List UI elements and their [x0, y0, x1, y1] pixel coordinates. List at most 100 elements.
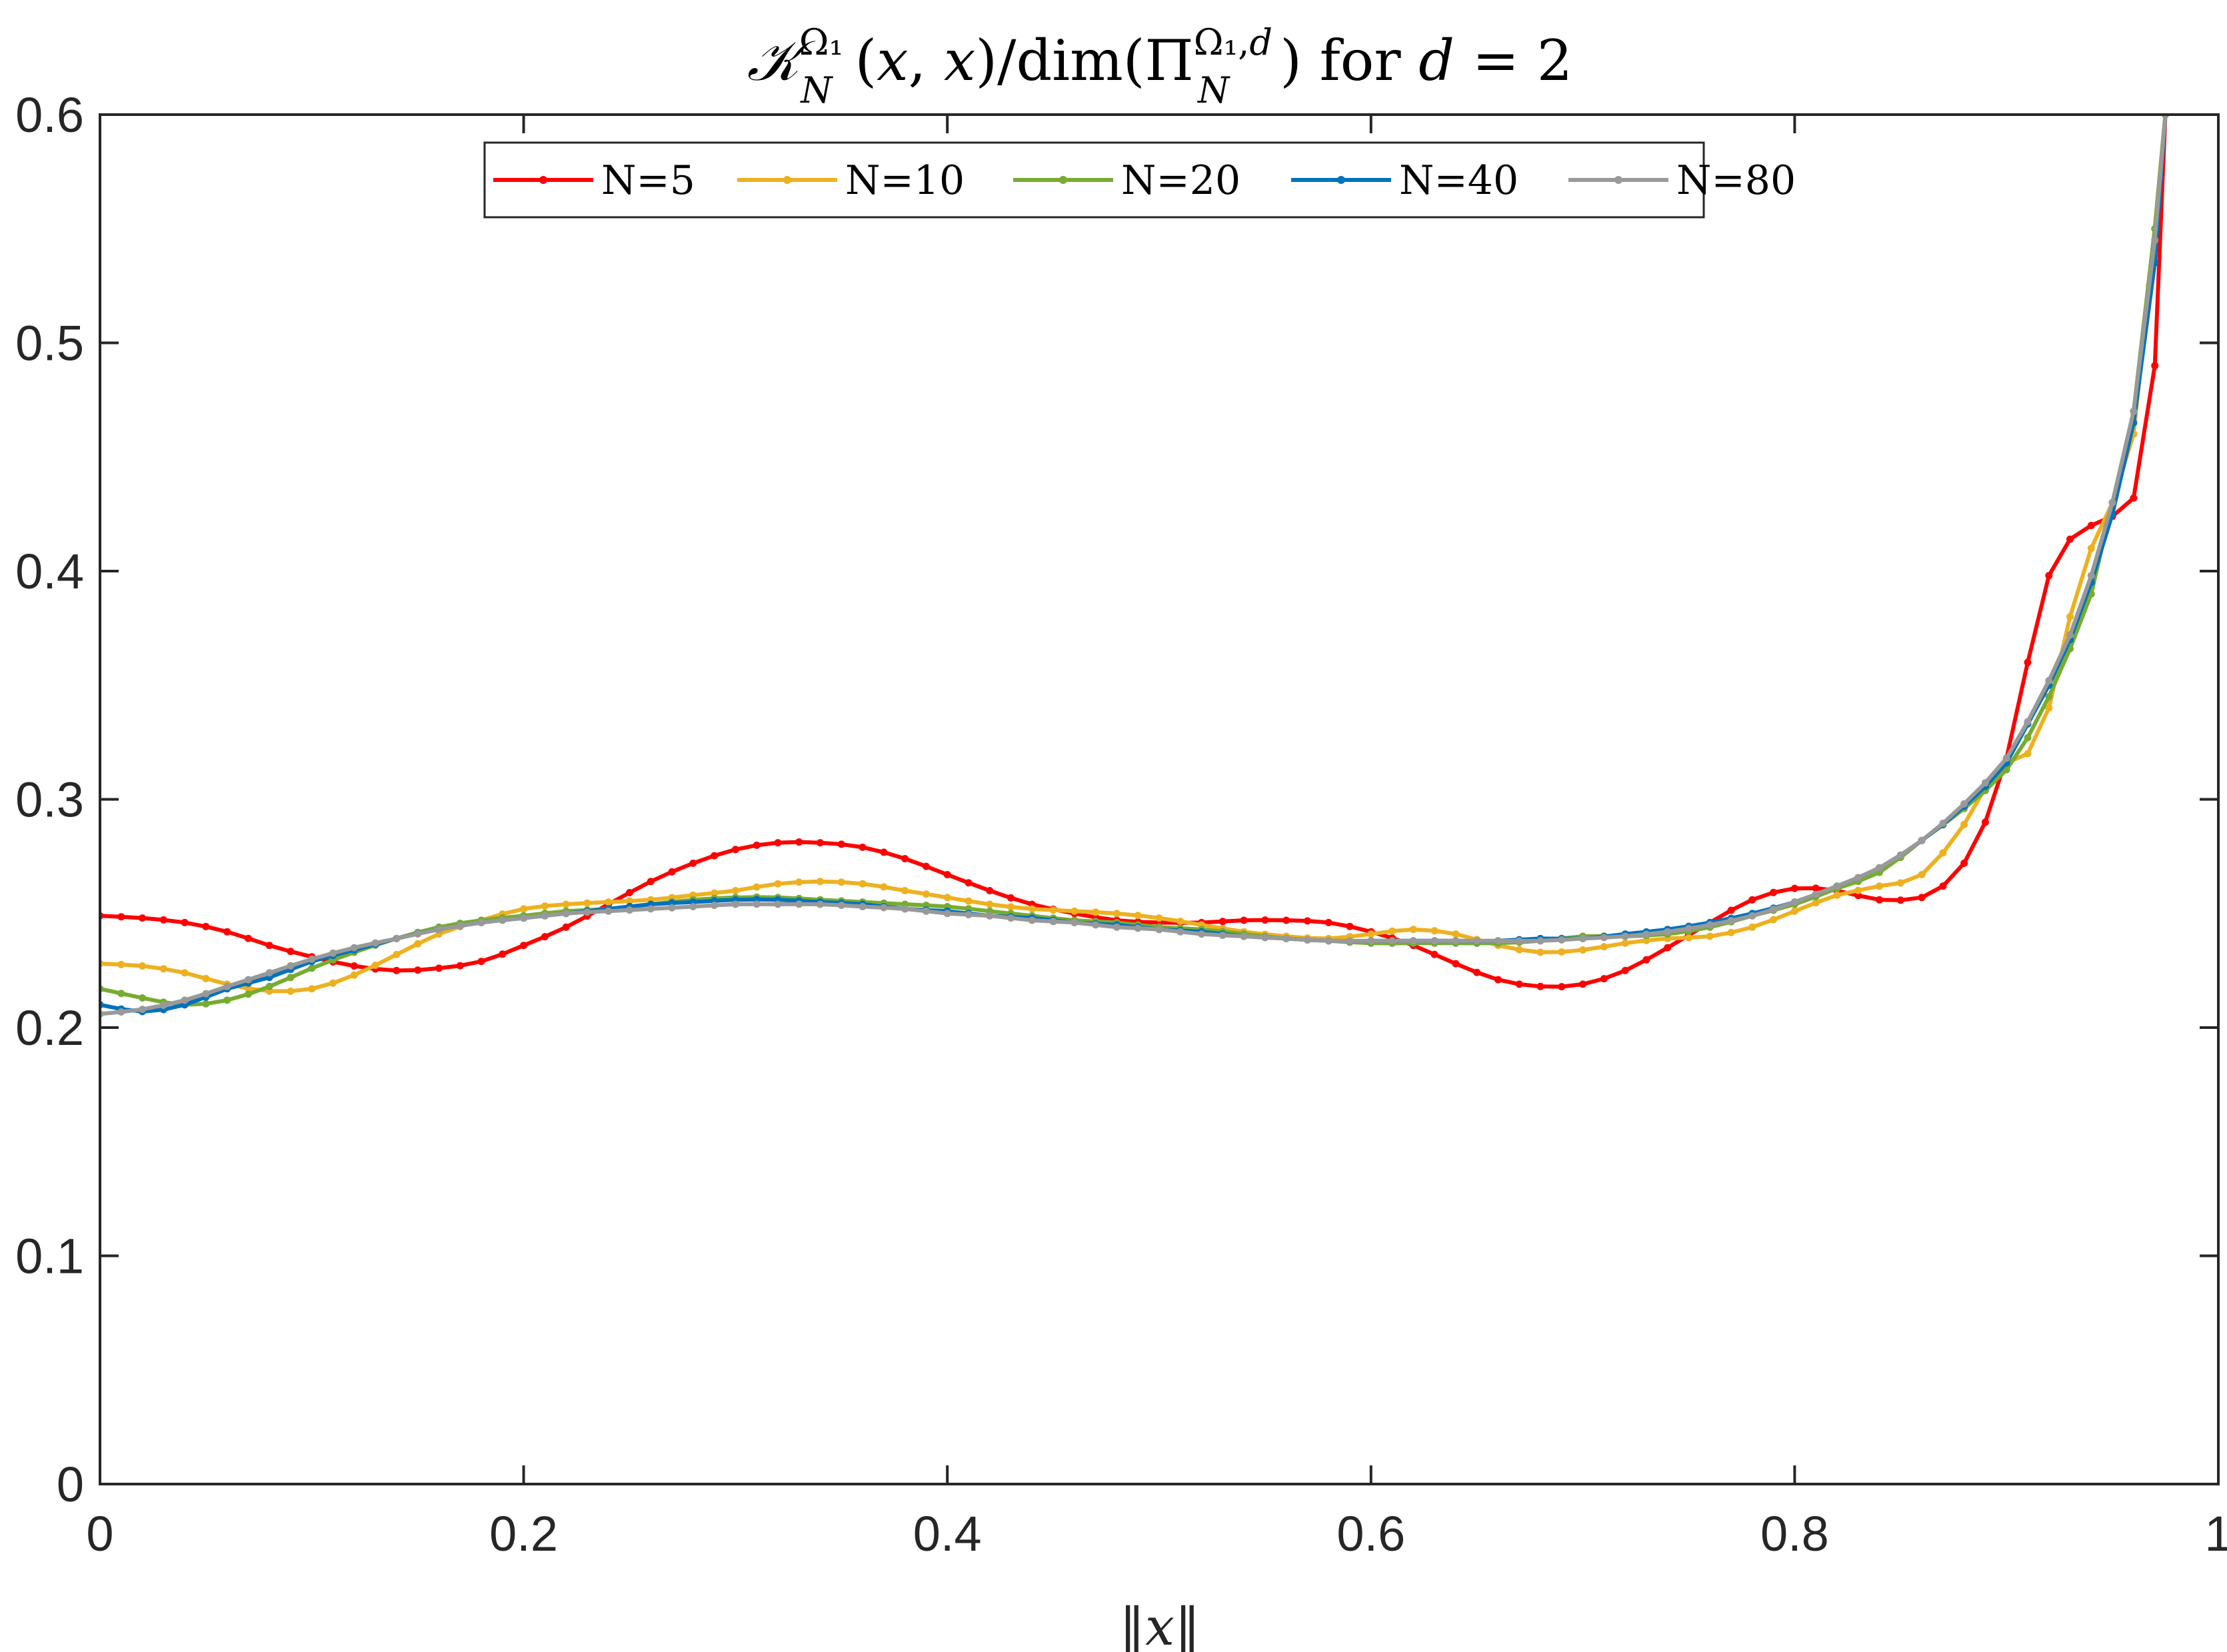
series-point: [1028, 916, 1036, 924]
title-div: )/dim(Π: [975, 28, 1193, 93]
series-point: [1706, 932, 1714, 940]
series-point: [1727, 917, 1735, 925]
series-point: [1155, 926, 1163, 934]
series-point: [1007, 894, 1015, 902]
series-point: [202, 974, 210, 982]
series-point: [1876, 882, 1883, 890]
series-point: [1600, 975, 1608, 983]
title-pi-super: Ω₁,: [1194, 21, 1250, 63]
series-point: [1981, 818, 1989, 826]
series-point: [1515, 980, 1523, 988]
series-point: [2066, 613, 2074, 620]
series-point: [1642, 930, 1650, 938]
title-x2: x: [944, 28, 975, 93]
series-point: [1536, 948, 1544, 956]
series-point: [731, 900, 739, 908]
x-tick-label: 0.2: [489, 1506, 558, 1561]
series-point: [1388, 927, 1396, 935]
series-point: [435, 926, 443, 934]
series-point: [753, 841, 761, 849]
series-point: [837, 840, 845, 848]
series-point: [2045, 704, 2053, 712]
series-point: [1409, 926, 1417, 934]
legend-label: N=20: [1121, 157, 1240, 204]
series-point: [1981, 779, 1989, 787]
series-point: [1727, 906, 1735, 914]
series-point: [2045, 676, 2053, 684]
series-point: [2024, 718, 2032, 726]
series-point: [901, 887, 909, 894]
series-point: [1261, 934, 1269, 942]
series-point: [520, 942, 528, 950]
series-point: [2024, 658, 2032, 666]
series-point: [2066, 631, 2074, 639]
series-point: [562, 910, 570, 918]
series-point: [1304, 917, 1311, 925]
series-point: [1155, 914, 1163, 922]
series-point: [245, 976, 252, 984]
series-point: [689, 903, 697, 910]
series-point: [477, 958, 485, 966]
series-point: [245, 990, 252, 998]
legend-entry: N=10: [737, 157, 965, 204]
series-point: [1176, 928, 1184, 936]
series-point: [414, 940, 422, 948]
series-point: [371, 939, 379, 947]
series-point: [308, 964, 316, 972]
legend-label: N=40: [1399, 157, 1518, 204]
series-point: [2002, 754, 2010, 762]
series-point: [1918, 894, 1926, 902]
legend-marker: [1614, 176, 1622, 184]
series-point: [986, 912, 994, 920]
series-point: [1346, 937, 1354, 945]
series-point: [2024, 734, 2032, 742]
series-point: [308, 955, 316, 963]
series-point: [159, 916, 167, 924]
series-point: [1430, 927, 1438, 935]
series-point: [711, 902, 719, 909]
series-point: [181, 996, 189, 1004]
series-point: [350, 962, 358, 970]
series-point: [1939, 882, 1947, 890]
series-point: [880, 883, 888, 891]
series-point: [901, 855, 909, 862]
series-point: [1261, 916, 1269, 924]
series-point: [181, 969, 189, 977]
series-point: [1218, 918, 1226, 926]
series-point: [1473, 968, 1481, 976]
series-point: [435, 964, 443, 972]
series-point: [1367, 930, 1375, 938]
series-point: [1113, 923, 1120, 931]
title-comma: ,: [909, 28, 944, 93]
series-point: [1218, 932, 1226, 939]
series-point: [287, 948, 295, 956]
series-point: [117, 1008, 125, 1016]
series-point: [943, 871, 951, 878]
series-point: [1536, 982, 1544, 990]
series-point: [371, 962, 379, 969]
series-point: [922, 907, 930, 915]
series-point: [1748, 896, 1756, 904]
series-point: [711, 852, 719, 860]
series-point: [159, 965, 167, 973]
series-point: [1092, 921, 1100, 929]
series-point: [1367, 937, 1375, 945]
series-point: [393, 950, 401, 958]
series-point: [1833, 882, 1841, 890]
series-point: [541, 933, 549, 941]
series-point: [499, 950, 507, 958]
series-point: [159, 1002, 167, 1010]
series-point: [711, 889, 719, 897]
series-point: [117, 990, 125, 998]
y-tick-label: 0.1: [15, 1229, 84, 1284]
title-eq: = 2: [1454, 28, 1572, 93]
series-point: [1748, 923, 1756, 931]
series-point: [1558, 983, 1566, 991]
title-x1: x: [877, 28, 908, 93]
series-point: [965, 897, 973, 905]
series-point: [1896, 851, 1904, 859]
series-point: [583, 908, 591, 916]
series-point: [393, 934, 401, 942]
